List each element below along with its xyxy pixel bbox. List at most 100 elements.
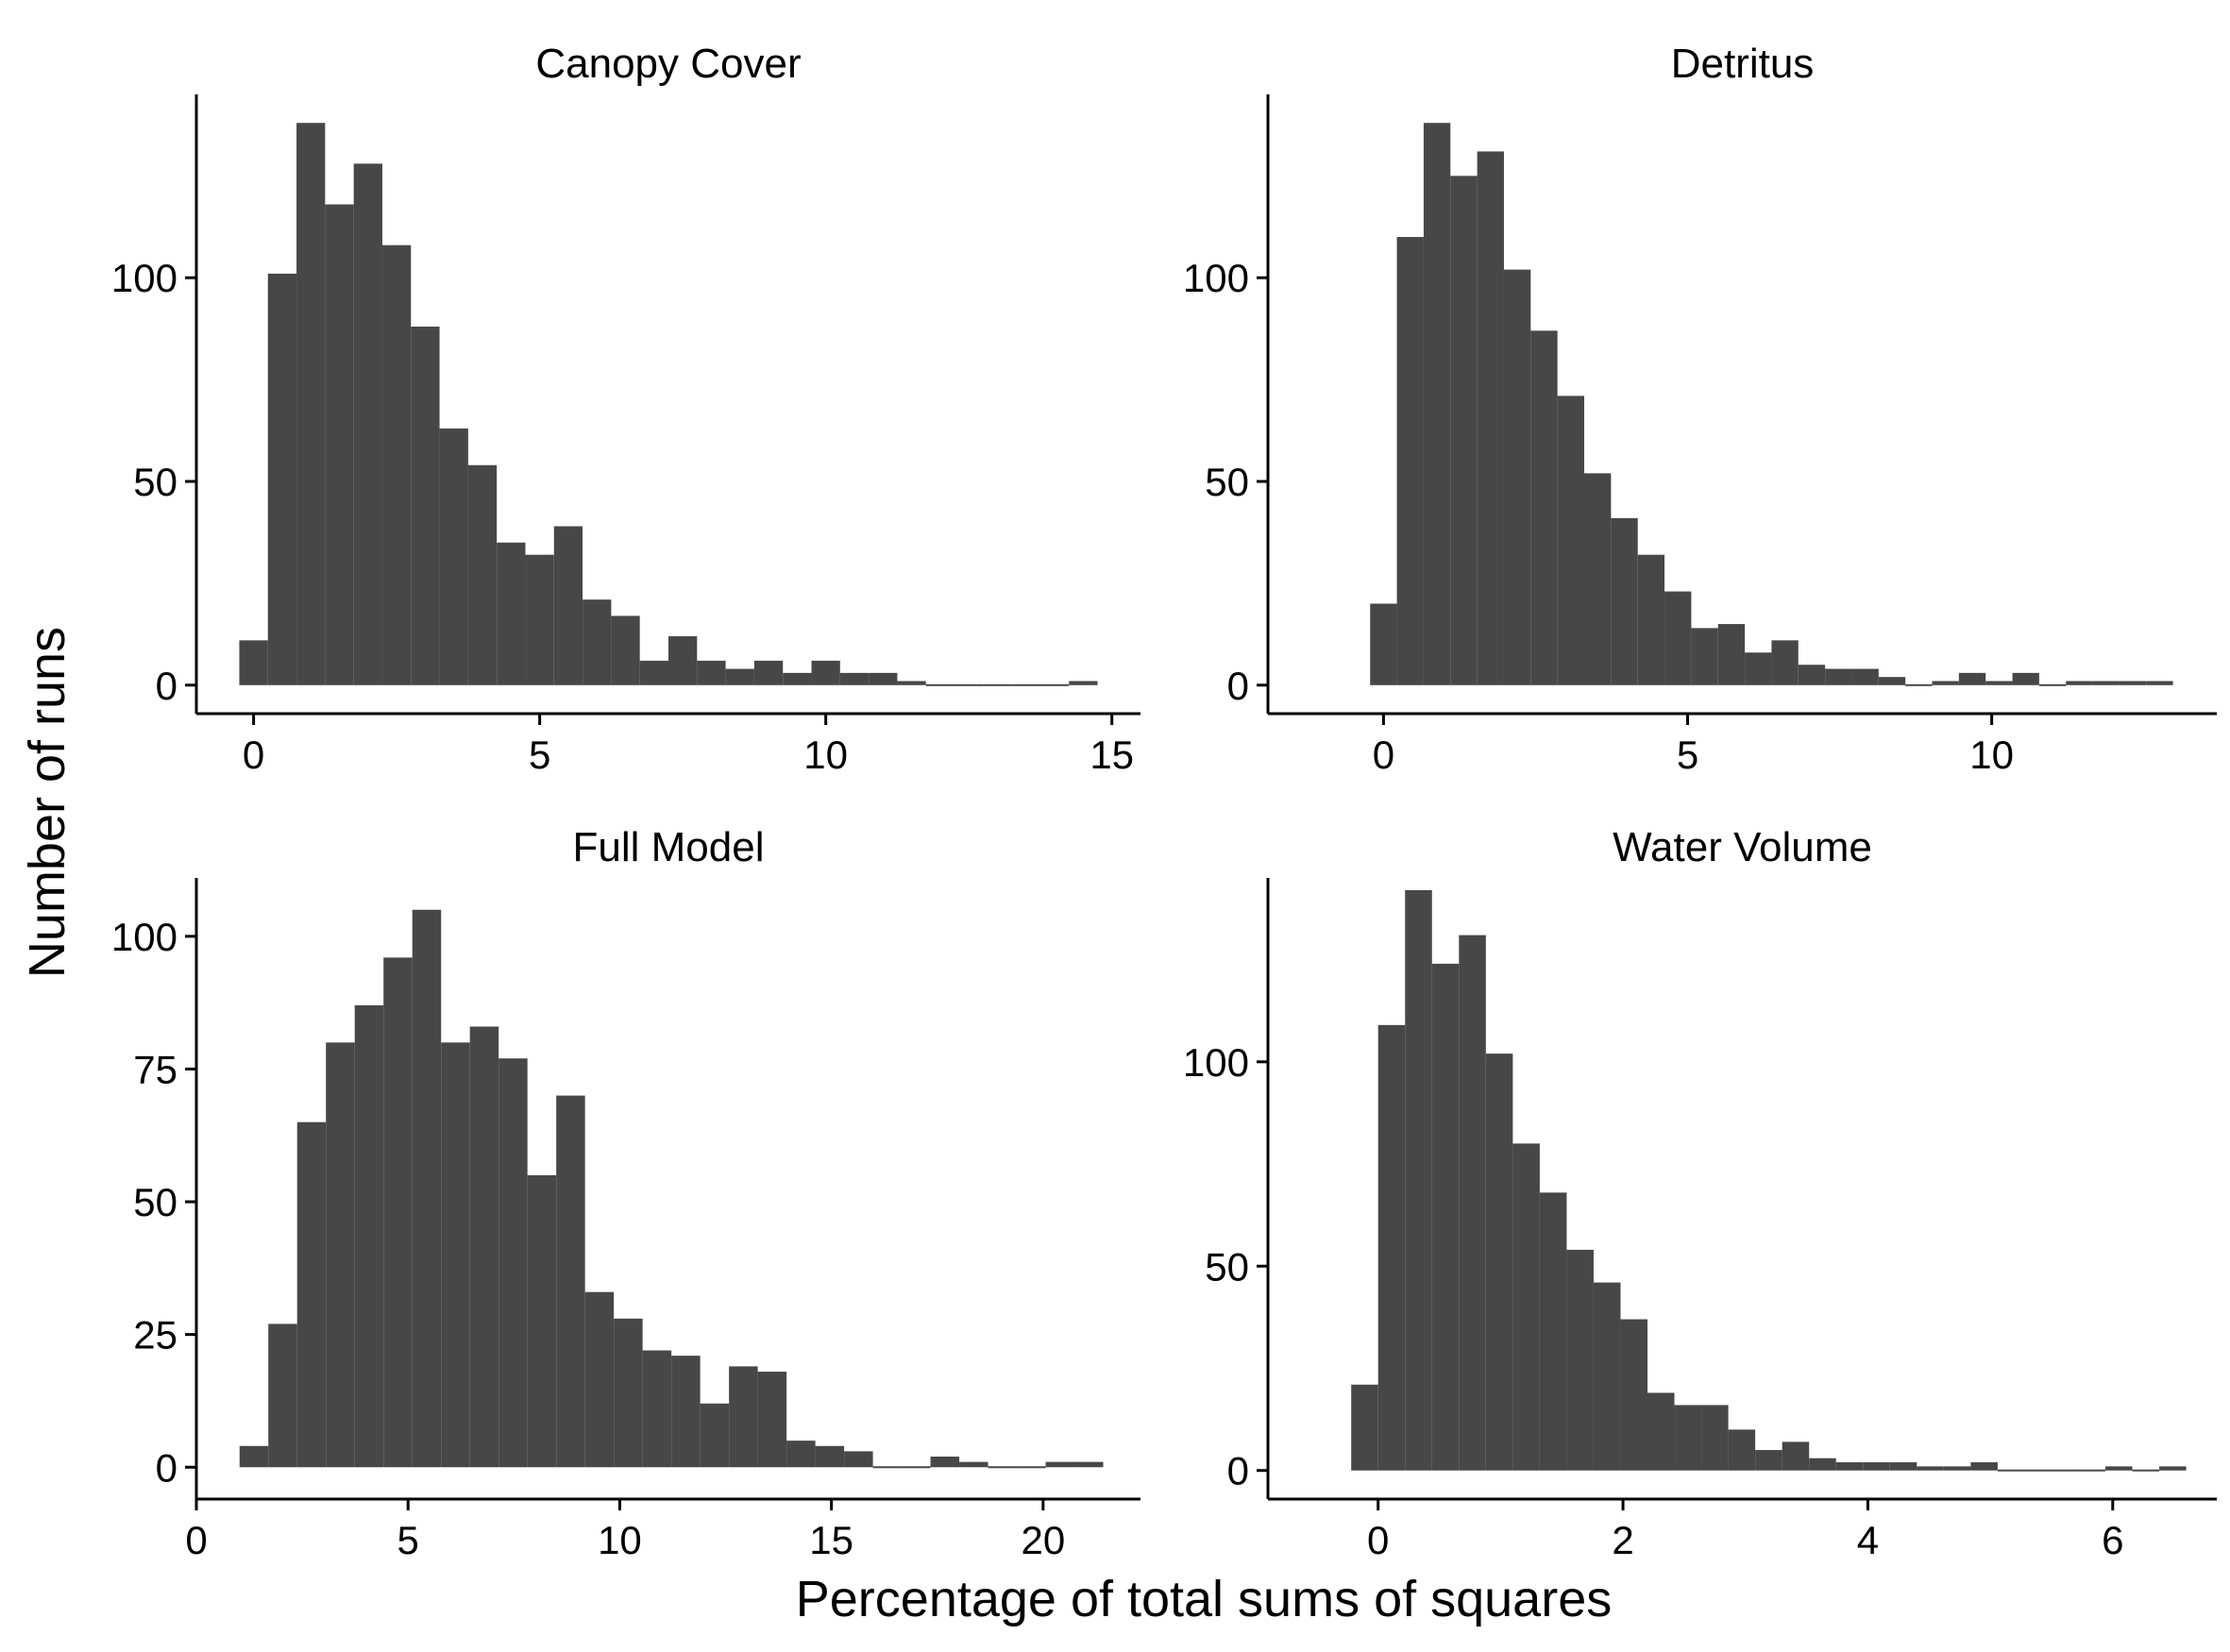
histogram-bar xyxy=(412,909,442,1468)
x-tick-label: 15 xyxy=(1090,733,1134,777)
histogram-bar xyxy=(671,1356,701,1468)
histogram-bar xyxy=(1593,1282,1621,1471)
histogram-bar xyxy=(1405,889,1432,1471)
histogram-bar xyxy=(2159,1466,2187,1471)
histogram-bar xyxy=(381,244,412,685)
histogram-bar xyxy=(753,660,784,685)
x-tick-label: 0 xyxy=(1373,733,1394,777)
x-axis-title: Percentage of total sums of squares xyxy=(796,1571,1612,1627)
histogram-bar xyxy=(1611,517,1638,685)
histogram-bar xyxy=(2024,1469,2052,1472)
y-tick-label: 25 xyxy=(133,1313,177,1357)
histogram-bar xyxy=(639,660,668,685)
histogram-bar xyxy=(527,1174,557,1468)
histogram-bar xyxy=(1539,1192,1567,1471)
histogram-bar xyxy=(1717,624,1746,685)
histogram-bar xyxy=(239,640,268,685)
histogram-bar xyxy=(553,526,583,685)
histogram-bar xyxy=(1932,681,1959,685)
histogram-bar xyxy=(239,1445,269,1468)
histogram-bar xyxy=(897,681,926,685)
histogram-bar xyxy=(1917,1466,1944,1471)
histogram-bar xyxy=(815,1445,845,1468)
histogram-bar xyxy=(1701,1405,1729,1471)
histogram-bar xyxy=(1958,672,1986,685)
histogram-bar xyxy=(869,672,898,685)
histogram-bar xyxy=(441,1042,470,1468)
panel-title: Water Volume xyxy=(1613,824,1872,870)
histogram-bar xyxy=(1351,1384,1378,1471)
histogram-bar xyxy=(642,1350,672,1468)
y-tick-label: 100 xyxy=(111,915,177,959)
histogram-bar xyxy=(1045,1461,1075,1468)
histogram-bar xyxy=(525,554,554,685)
y-tick-label: 0 xyxy=(1227,1449,1249,1493)
histogram-bar xyxy=(411,327,440,685)
histogram-bar xyxy=(2104,1466,2133,1471)
y-tick-label: 100 xyxy=(1183,1040,1249,1085)
x-tick-label: 10 xyxy=(803,733,848,777)
y-tick-label: 0 xyxy=(1227,664,1249,708)
histogram-bar xyxy=(1503,269,1531,685)
histogram-bar xyxy=(1755,1450,1782,1471)
y-tick-label: 100 xyxy=(1183,256,1249,300)
histogram-bar xyxy=(729,1366,758,1468)
histogram-bar xyxy=(811,660,840,685)
histogram-bar xyxy=(1835,1462,1864,1471)
x-tick-label: 20 xyxy=(1022,1518,1066,1562)
histogram-bar xyxy=(2078,1469,2105,1472)
histogram-bar xyxy=(354,1004,384,1468)
histogram-bar xyxy=(988,1466,1018,1469)
histogram-bar xyxy=(1782,1441,1810,1471)
histogram-bar xyxy=(1074,1461,1104,1468)
histogram-bar xyxy=(955,683,984,686)
x-tick-label: 5 xyxy=(1677,733,1698,777)
histogram-bar xyxy=(467,464,498,685)
histogram-bar xyxy=(2146,681,2173,685)
histogram-bar xyxy=(839,672,870,685)
histogram-bar xyxy=(1825,668,1852,685)
x-tick-label: 0 xyxy=(185,1518,207,1562)
histogram-bar xyxy=(2038,683,2067,686)
histogram-bar xyxy=(1423,123,1451,685)
x-tick-label: 10 xyxy=(598,1518,642,1562)
x-tick-label: 5 xyxy=(397,1518,419,1562)
panel-title: Detritus xyxy=(1671,41,1815,87)
x-tick-label: 0 xyxy=(243,733,264,777)
panel-title: Canopy Cover xyxy=(535,41,801,87)
histogram-bar xyxy=(2132,1469,2160,1472)
y-tick-label: 100 xyxy=(111,256,177,300)
x-tick-label: 10 xyxy=(1969,733,2014,777)
panel-1: Canopy Cover 0 50 100 0 5 10 15 xyxy=(111,41,1140,777)
histogram-bar xyxy=(2066,681,2093,685)
histogram-bar xyxy=(497,542,526,685)
y-tick-label: 50 xyxy=(1205,460,1249,504)
panel-2: Detritus 0 50 100 0 5 10 xyxy=(1183,41,2217,777)
y-tick-label: 50 xyxy=(133,460,177,504)
y-tick-label: 75 xyxy=(133,1047,177,1091)
histogram-bar xyxy=(469,1026,499,1468)
histogram-bar xyxy=(1905,683,1933,686)
histogram-bar xyxy=(1745,652,1772,685)
histogram-bar xyxy=(1377,1024,1406,1471)
histogram-bar xyxy=(1011,683,1040,686)
x-tick-label: 4 xyxy=(1857,1518,1879,1562)
histogram-bar xyxy=(757,1372,787,1468)
histogram-bar xyxy=(2012,672,2039,685)
histogram-bar xyxy=(296,123,326,685)
histogram-bar xyxy=(1637,554,1665,685)
histogram-bar xyxy=(1985,681,2013,685)
histogram-bar xyxy=(1512,1143,1540,1471)
histogram-bar xyxy=(668,636,698,685)
panel-4: Water Volume 0 50 100 0 2 4 6 xyxy=(1183,824,2217,1562)
histogram-bar xyxy=(1477,151,1504,685)
histogram-bar xyxy=(1370,603,1397,685)
histogram-bar xyxy=(1878,677,1906,685)
histogram-bar xyxy=(1674,1405,1702,1471)
histogram-bar xyxy=(872,1466,903,1469)
histogram-bar xyxy=(1771,640,1799,685)
panel-3: Full Model 0 25 50 75 100 0 5 10 15 20 xyxy=(111,824,1140,1562)
x-tick-label: 2 xyxy=(1612,1518,1633,1562)
histogram-bar xyxy=(353,163,382,685)
